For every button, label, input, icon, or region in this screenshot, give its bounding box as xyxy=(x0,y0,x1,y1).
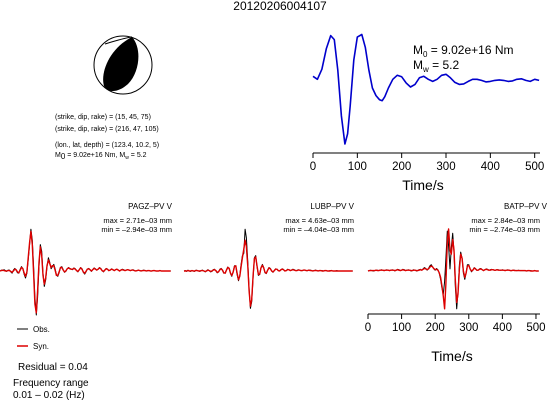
batp-tick-label-0: 0 xyxy=(365,322,371,334)
event-id-title: 20120206004107 xyxy=(233,0,327,13)
stf-line xyxy=(312,33,540,145)
event-location: (lon., lat, depth) = (123.4, 10.2, 5) xyxy=(55,142,159,149)
batp-min-label: min = –2.74e–03 mm xyxy=(469,225,540,234)
stf-tick-label-300: 300 xyxy=(436,161,455,173)
pagz-max-label: max = 2.71e–03 mm xyxy=(103,216,172,225)
stf-tick-label-400: 400 xyxy=(481,161,500,173)
batp-x-axis-label: Time/s xyxy=(431,348,472,364)
batp-max-label: max = 2.84e–03 mm xyxy=(471,216,540,225)
stf-tick-label-100: 100 xyxy=(348,161,367,173)
waveform-panels: PAGZ–PV V max = 2.71e–03 mm min = –2.94e… xyxy=(0,202,547,364)
batp-station-label: BATP–PV V xyxy=(504,202,547,211)
source-time-function-panel: M0 = 9.02e+16 Nm Mw = 5.2 0 100 200 300 400 5… xyxy=(310,33,544,193)
batp-tick-label-200: 200 xyxy=(426,322,445,334)
lubp-min-label: min = –4.04e–03 mm xyxy=(283,225,354,234)
stf-m0-label: M0 = 9.02e+16 Nm xyxy=(413,43,514,59)
lubp-max-label: max = 4.63e–03 mm xyxy=(285,216,354,225)
batp-tick-label-100: 100 xyxy=(392,322,411,334)
focal-mechanism-beachball xyxy=(93,35,153,95)
pagz-min-label: min = –2.94e–03 mm xyxy=(101,225,172,234)
batp-tick-label-400: 400 xyxy=(493,322,512,334)
beachball-nodal-plane xyxy=(104,36,133,45)
moment-magnitude-line: M0 = 9.02e+16 Nm, Mw = 5.2 xyxy=(55,152,147,161)
batp-synthetic-trace xyxy=(367,228,539,310)
mechanism-info: (strike, dip, rake) = (15, 45, 75) (stri… xyxy=(55,114,159,161)
batp-tick-label-500: 500 xyxy=(526,322,545,334)
stf-tick-label-500: 500 xyxy=(525,161,544,173)
lubp-station-label: LUBP–PV V xyxy=(310,202,354,211)
legend-synthetic-label: Syn. xyxy=(33,342,49,351)
stf-tick-label-0: 0 xyxy=(310,161,316,173)
stf-mw-label: Mw = 5.2 xyxy=(413,58,459,74)
beachball-compression-quadrant xyxy=(103,37,139,92)
nodal-plane-2: (strike, dip, rake) = (216, 47, 105) xyxy=(55,126,159,133)
frequency-range-label: Frequency range xyxy=(13,378,89,389)
pagz-station-label: PAGZ–PV V xyxy=(128,202,173,211)
stf-x-axis-label: Time/s xyxy=(402,177,443,193)
stf-tick-label-200: 200 xyxy=(392,161,411,173)
residual-label: Residual = 0.04 xyxy=(18,362,88,373)
legend-observed-label: Obs. xyxy=(33,325,50,334)
frequency-range-value: 0.01 – 0.02 (Hz) xyxy=(13,390,85,400)
batp-tick-label-300: 300 xyxy=(459,322,478,334)
lubp-synthetic-trace xyxy=(184,239,353,307)
pagz-synthetic-trace xyxy=(0,230,171,314)
legend: Obs. Syn. xyxy=(17,325,50,351)
nodal-plane-1: (strike, dip, rake) = (15, 45, 75) xyxy=(55,114,151,121)
